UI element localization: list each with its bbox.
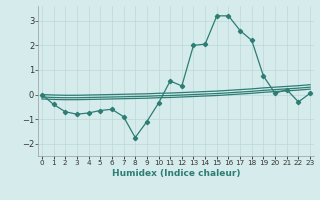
X-axis label: Humidex (Indice chaleur): Humidex (Indice chaleur) (112, 169, 240, 178)
